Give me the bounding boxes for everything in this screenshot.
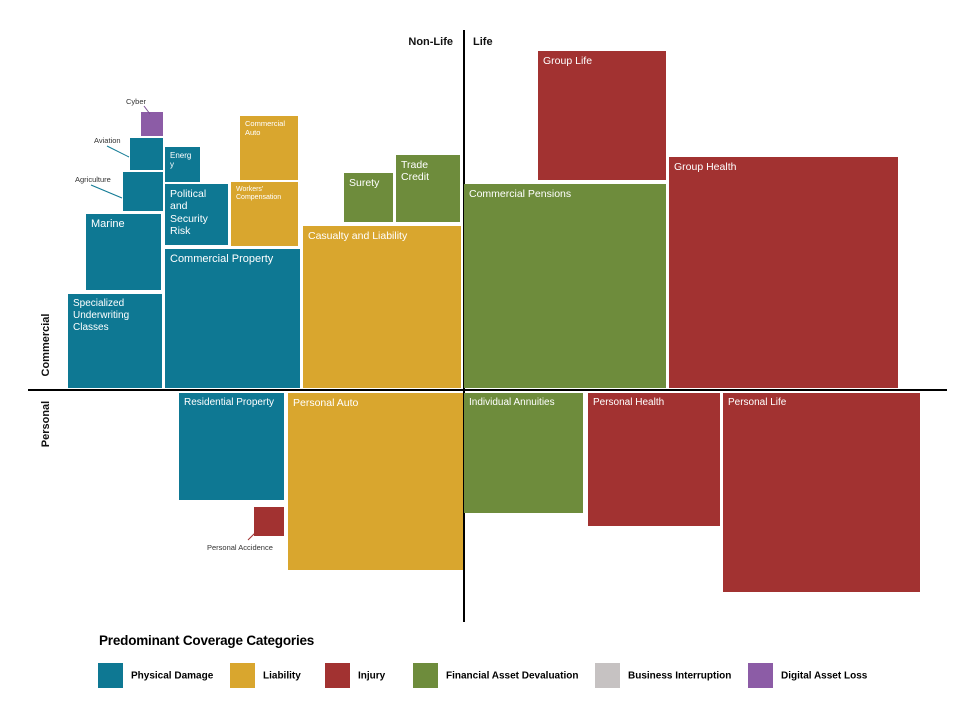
- box-label-specialized-underwriting-classes: Specialized Underwriting Classes: [73, 298, 130, 333]
- box-label-surety: Surety: [349, 177, 380, 189]
- callout-label-personal-accidence: Personal Accidence: [207, 543, 273, 552]
- box-label-group-life: Group Life: [543, 55, 593, 67]
- box-aviation: [130, 138, 163, 170]
- callout-label-agriculture: Agriculture: [75, 175, 111, 184]
- box-label-commercial-property: Commercial Property: [170, 253, 274, 265]
- box-personal-life: Personal Life: [723, 393, 920, 592]
- legend-label-financial-asset-devaluation: Financial Asset Devaluation: [446, 670, 579, 681]
- legend-label-physical-damage: Physical Damage: [131, 670, 214, 681]
- box-label-casualty-and-liability: Casualty and Liability: [308, 230, 408, 242]
- legend-label-injury: Injury: [358, 670, 386, 681]
- box-label-energy: Energy: [170, 151, 192, 170]
- box-label-personal-health: Personal Health: [593, 397, 665, 408]
- legend-swatch-liability: [230, 663, 255, 688]
- callout-label-aviation: Aviation: [94, 136, 121, 145]
- box-trade-credit: Trade Credit: [396, 155, 460, 222]
- box-residential-property: Residential Property: [179, 393, 284, 500]
- box-group-life: Group Life: [538, 51, 666, 180]
- box-label-workers-compensation: Workers' Compensation: [236, 186, 282, 202]
- axis-label-personal: Personal: [40, 400, 52, 448]
- box-surety: Surety: [344, 173, 393, 222]
- axis-label-non-life: Non-Life: [408, 36, 453, 48]
- box-label-personal-auto: Personal Auto: [293, 397, 359, 409]
- legend-label-liability: Liability: [263, 670, 301, 681]
- box-commercial-pensions: Commercial Pensions: [464, 184, 666, 388]
- axis-label-commercial: Commercial: [40, 313, 52, 377]
- box-specialized-underwriting-classes: Specialized Underwriting Classes: [68, 294, 162, 388]
- legend-swatch-financial-asset-devaluation: [413, 663, 438, 688]
- callout-leader-aviation: [106, 145, 130, 158]
- box-casualty-and-liability: Casualty and Liability: [303, 226, 461, 388]
- legend-swatch-digital-asset-loss: [748, 663, 773, 688]
- box-marine: Marine: [86, 214, 161, 290]
- box-group-health: Group Health: [669, 157, 898, 388]
- legend-swatch-business-interruption: [595, 663, 620, 688]
- box-political-and-security-risk: Political and Security Risk: [165, 184, 228, 245]
- box-commercial-auto: Commercial Auto: [240, 116, 298, 180]
- legend-label-business-interruption: Business Interruption: [628, 670, 732, 681]
- box-cyber: [141, 112, 163, 136]
- axis-label-life: Life: [473, 36, 493, 48]
- box-label-individual-annuities: Individual Annuities: [469, 397, 555, 408]
- box-label-trade-credit: Trade Credit: [401, 159, 430, 184]
- box-personal-health: Personal Health: [588, 393, 720, 526]
- box-label-marine: Marine: [91, 218, 125, 230]
- box-energy: Energy: [165, 147, 200, 182]
- legend-swatch-injury: [325, 663, 350, 688]
- commercial-personal-divider-line: [28, 389, 947, 391]
- box-label-group-health: Group Health: [674, 161, 737, 173]
- box-label-commercial-pensions: Commercial Pensions: [469, 188, 572, 200]
- callout-leader-agriculture: [90, 184, 123, 199]
- box-commercial-property: Commercial Property: [165, 249, 300, 388]
- legend-label-digital-asset-loss: Digital Asset Loss: [781, 670, 868, 681]
- box-label-political-and-security-risk: Political and Security Risk: [170, 188, 208, 238]
- legend-title: Predominant Coverage Categories: [99, 633, 315, 648]
- box-label-personal-life: Personal Life: [728, 397, 787, 408]
- box-label-commercial-auto: Commercial Auto: [245, 119, 286, 137]
- box-personal-accidence: [254, 507, 284, 536]
- box-personal-auto: Personal Auto: [288, 393, 463, 570]
- box-label-residential-property: Residential Property: [184, 397, 275, 408]
- box-workers-compensation: Workers' Compensation: [231, 182, 298, 246]
- legend-swatch-physical-damage: [98, 663, 123, 688]
- box-individual-annuities: Individual Annuities: [464, 393, 583, 513]
- box-agriculture: [123, 172, 163, 211]
- callout-label-cyber: Cyber: [126, 97, 147, 106]
